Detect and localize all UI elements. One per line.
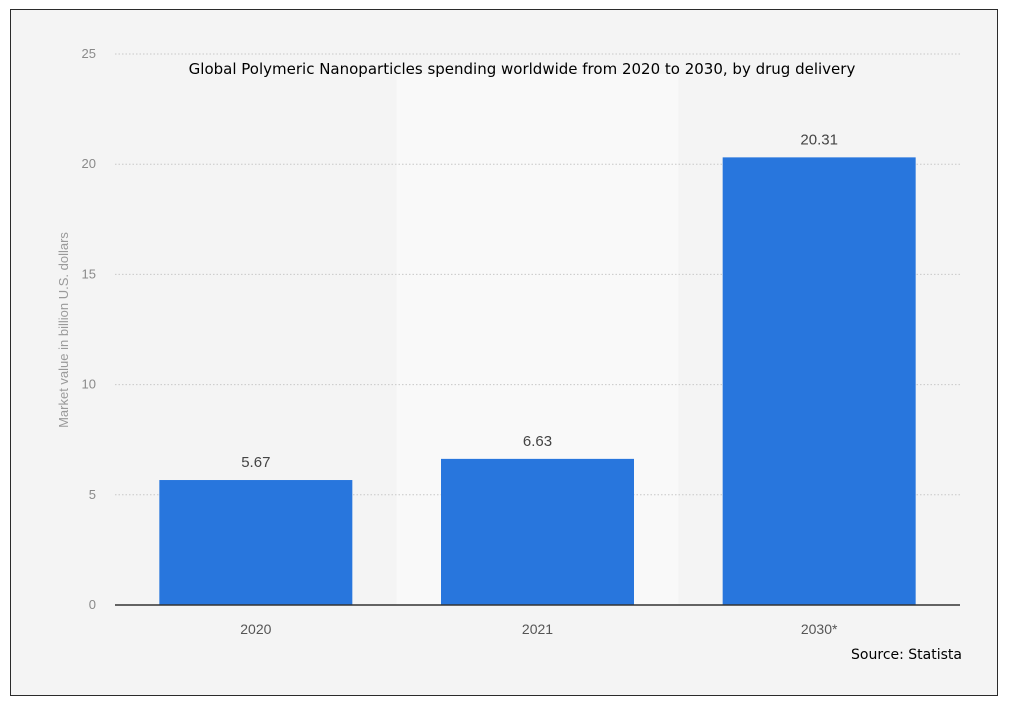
x-tick-label: 2030* xyxy=(801,621,838,637)
bar xyxy=(441,458,634,605)
x-tick-label: 2021 xyxy=(522,621,553,637)
bars xyxy=(159,157,916,605)
y-tick-label: 20 xyxy=(82,156,96,171)
y-tick-labels: 0 5 10 15 20 25 xyxy=(82,46,96,612)
bar xyxy=(159,480,353,605)
y-axis-title: Market value in billion U.S. dollars xyxy=(56,232,71,428)
data-label: 5.67 xyxy=(241,454,270,471)
y-tick-label: 25 xyxy=(82,46,96,61)
y-tick-label: 0 xyxy=(89,597,96,612)
data-labels: 5.67 6.63 20.31 xyxy=(241,131,838,471)
y-tick-label: 10 xyxy=(82,377,96,392)
bar xyxy=(722,157,916,605)
chart-title: Global Polymeric Nanoparticles spending … xyxy=(189,60,856,78)
x-tick-label: 2020 xyxy=(240,621,271,637)
y-tick-label: 15 xyxy=(82,266,96,281)
x-tick-labels: 2020 2021 2030* xyxy=(240,621,838,637)
data-label: 20.31 xyxy=(800,131,838,148)
y-tick-label: 5 xyxy=(89,487,96,502)
source-label: Source: Statista xyxy=(851,647,962,663)
data-label: 6.63 xyxy=(523,433,552,450)
